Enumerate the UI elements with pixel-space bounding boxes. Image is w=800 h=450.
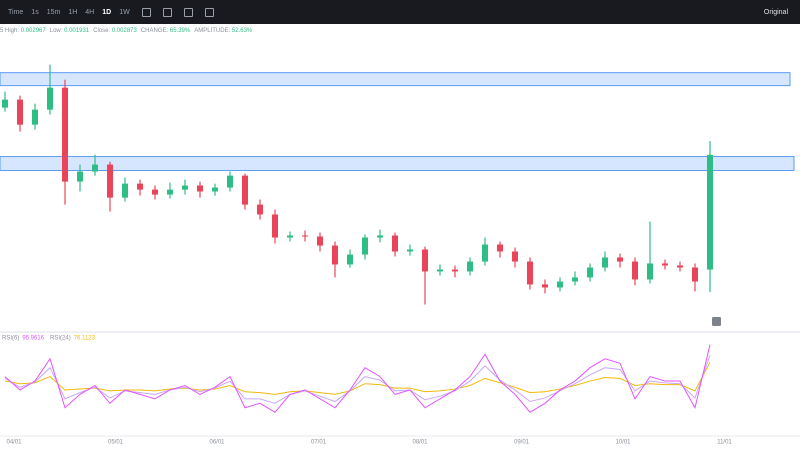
- x-tick-label: 08/01: [412, 440, 428, 446]
- candle-body: [617, 257, 623, 262]
- candle-body: [197, 185, 203, 192]
- price-zone: [0, 72, 791, 87]
- x-tick-label: 04/01: [6, 440, 22, 446]
- candle-body: [542, 284, 548, 288]
- info-value: 52.63%: [231, 28, 253, 34]
- candle-body: [152, 189, 158, 195]
- info-label: AMPLITUDE:: [194, 28, 231, 34]
- candle-body: [377, 235, 383, 238]
- candle-body: [557, 281, 563, 288]
- candle-body: [572, 277, 578, 282]
- x-tick-label: 10/01: [615, 440, 631, 446]
- candle-body: [137, 183, 143, 190]
- candle-body: [527, 261, 533, 285]
- candle-body: [392, 235, 398, 252]
- x-tick-label: 09/01: [514, 440, 530, 446]
- x-tick-label: 07/01: [311, 440, 327, 446]
- x-tick-label: 11/01: [717, 440, 732, 446]
- candle-body: [587, 267, 593, 278]
- legend-name: RSI(24): [50, 336, 71, 342]
- legend-name: RSI(6): [2, 336, 19, 342]
- candle-body: [62, 87, 68, 182]
- candle-body: [467, 261, 473, 272]
- candle-body: [512, 251, 518, 262]
- candle-body: [632, 261, 638, 280]
- candle-body: [497, 244, 503, 252]
- info-value: 0.002873: [111, 28, 137, 34]
- candle-body: [77, 171, 83, 182]
- candle-body: [92, 164, 98, 172]
- timeframe-button[interactable]: 1W: [119, 8, 130, 16]
- candle-body: [707, 154, 713, 270]
- price-zone: [0, 156, 795, 172]
- candle-body: [422, 249, 428, 272]
- candle-body: [302, 235, 308, 237]
- tool-icon[interactable]: [204, 7, 214, 17]
- legend-value: 76.1123: [74, 336, 96, 342]
- x-tick-label: 05/01: [108, 440, 124, 446]
- candle-body: [437, 269, 443, 272]
- candle-body: [272, 214, 278, 238]
- candle-body: [17, 99, 23, 125]
- candle-body: [107, 164, 113, 198]
- x-tick-label: 06/01: [209, 440, 225, 446]
- candle-body: [662, 263, 668, 266]
- candle-body: [647, 263, 653, 280]
- timeframe-button[interactable]: Time: [8, 8, 24, 16]
- timeframe-button[interactable]: 1D: [102, 8, 112, 16]
- info-label: Close:: [93, 28, 111, 34]
- timeframe-button[interactable]: 15m: [46, 8, 61, 16]
- candle-body: [167, 189, 173, 195]
- candle-body: [257, 204, 263, 215]
- candle-body: [347, 254, 353, 265]
- toolbar: Time 1s 15m 1H 4H 1D 1W Original: [0, 0, 800, 24]
- tool-icon[interactable]: [162, 7, 172, 17]
- candle-body: [407, 249, 413, 252]
- candle-body: [287, 235, 293, 238]
- candle-body: [677, 265, 683, 268]
- timeframe-button[interactable]: 4H: [85, 8, 95, 16]
- info-label: Low:: [49, 28, 63, 34]
- candle-body: [182, 185, 188, 190]
- candle-body: [602, 257, 608, 268]
- candle-body: [692, 267, 698, 282]
- candle-body: [122, 183, 128, 198]
- candle-body: [452, 269, 458, 272]
- candle-body: [362, 237, 368, 255]
- candle-body: [482, 244, 488, 262]
- candle-body: [242, 175, 248, 205]
- candle-body: [32, 109, 38, 125]
- candle-body: [317, 236, 323, 246]
- tool-icon[interactable]: [183, 7, 193, 17]
- info-value: 0.001931: [64, 28, 90, 34]
- candle-body: [212, 187, 218, 192]
- candle-body: [47, 87, 53, 110]
- timeframe-button[interactable]: 1H: [68, 8, 78, 16]
- info-value: 0.002967: [20, 28, 46, 34]
- info-label: CHANGE:: [140, 28, 169, 34]
- timeframe-button[interactable]: 1s: [31, 8, 39, 16]
- rsi-line: [4, 362, 711, 395]
- candle-body: [332, 245, 338, 265]
- candle-body: [2, 99, 8, 108]
- info-label: High:: [5, 28, 20, 34]
- info-prefix: 5: [0, 28, 4, 34]
- original-button[interactable]: Original: [763, 8, 788, 16]
- legend-value: 95.9616: [22, 336, 44, 342]
- rsi-line: [4, 344, 711, 413]
- scroll-button[interactable]: [712, 317, 721, 326]
- tool-icon[interactable]: [141, 7, 151, 17]
- info-row: 5 High: 0.002967 Low: 0.001931 Close: 0.00…: [0, 28, 256, 34]
- candle-body: [227, 175, 233, 188]
- info-value: 65.39%: [169, 28, 191, 34]
